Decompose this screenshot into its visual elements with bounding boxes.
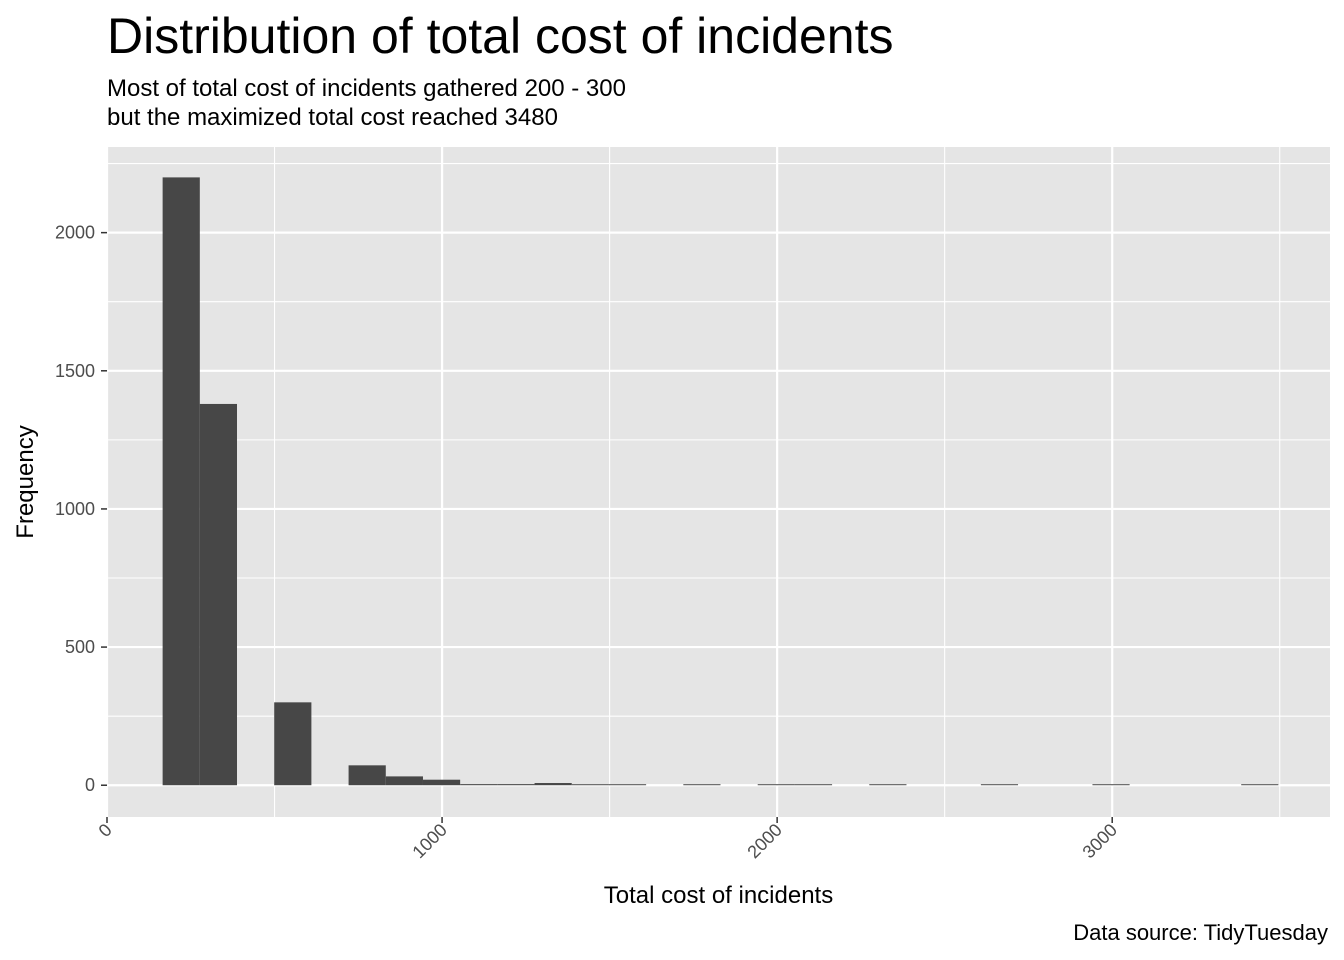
y-tick-label: 1500 bbox=[55, 361, 95, 381]
x-axis-title: Total cost of incidents bbox=[604, 882, 833, 909]
x-tick-label: 1000 bbox=[408, 820, 450, 862]
histogram-bar bbox=[348, 765, 386, 786]
histogram-bar bbox=[497, 784, 535, 786]
y-tick-label: 0 bbox=[85, 775, 95, 795]
histogram-bar bbox=[460, 784, 498, 786]
histogram-bar bbox=[162, 177, 200, 786]
histogram-bar bbox=[534, 783, 572, 786]
histogram-bar bbox=[422, 779, 461, 786]
y-tick-label: 500 bbox=[65, 637, 95, 657]
x-tick-label: 0 bbox=[95, 820, 116, 841]
histogram-bar bbox=[757, 784, 795, 786]
histogram-bar bbox=[683, 784, 721, 786]
histogram-bar bbox=[199, 403, 238, 786]
histogram-bar bbox=[980, 784, 1019, 786]
histogram-bar bbox=[571, 784, 609, 786]
histogram-bar bbox=[1241, 784, 1279, 786]
chart-caption: Data source: TidyTuesday bbox=[1073, 920, 1328, 945]
subtitle-line-2: but the maximized total cost reached 348… bbox=[107, 104, 558, 131]
histogram-bar bbox=[869, 784, 907, 786]
histogram-bar bbox=[794, 784, 833, 786]
x-tick-label: 3000 bbox=[1079, 820, 1121, 862]
histogram-bar bbox=[274, 702, 312, 786]
y-tick-label: 1000 bbox=[55, 499, 95, 519]
chart-title: Distribution of total cost of incidents bbox=[107, 8, 894, 64]
y-tick-label: 2000 bbox=[55, 223, 95, 243]
histogram-bar bbox=[385, 776, 423, 786]
subtitle-line-1: Most of total cost of incidents gathered… bbox=[107, 75, 626, 102]
chart-subtitle: Most of total cost of incidents gathered… bbox=[107, 74, 626, 132]
histogram-bar bbox=[608, 784, 647, 786]
histogram-bar bbox=[1092, 784, 1130, 786]
x-tick-label: 2000 bbox=[744, 820, 786, 862]
y-axis-title: Frequency bbox=[12, 425, 39, 538]
